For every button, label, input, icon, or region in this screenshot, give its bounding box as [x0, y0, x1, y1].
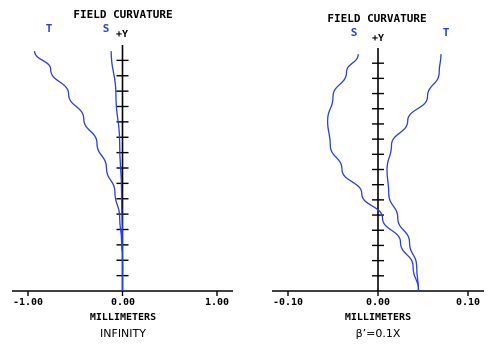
series-line-t — [33, 51, 124, 292]
curves — [33, 51, 124, 292]
x-tick-label: 1.00 — [205, 297, 229, 308]
x-tick-label: -1.00 — [13, 297, 43, 308]
legend-label-t: T — [443, 26, 450, 39]
x-tick-label: 0.10 — [456, 297, 480, 308]
x-tick-label: -0.10 — [273, 297, 303, 308]
x-axis-label: MILLIMETERS — [345, 312, 411, 323]
chart-subtitle: β’=0.1X — [356, 327, 401, 340]
y-axis-label: +Y — [372, 33, 384, 44]
legend-label-s: S — [351, 26, 358, 39]
x-ticks — [27, 291, 218, 296]
legend-label-t: T — [46, 22, 53, 35]
curves — [326, 53, 442, 292]
y-axis-label: +Y — [116, 29, 128, 40]
legend-label-s: S — [103, 22, 110, 35]
x-tick-label: 0.00 — [111, 297, 135, 308]
field-curvature-chart-magnification: FIELD CURVATURE +Y -0.10 0.00 0.10 MILLI… — [272, 12, 484, 340]
x-tick-label: 0.00 — [366, 297, 390, 308]
series-line-t — [386, 54, 442, 292]
chart-subtitle: INFINITY — [100, 327, 146, 340]
chart-title: FIELD CURVATURE — [73, 8, 172, 21]
x-ticks — [287, 291, 469, 296]
x-axis-label: MILLIMETERS — [90, 312, 156, 323]
series-line-s — [326, 53, 420, 292]
y-ticks — [372, 62, 384, 277]
chart-title: FIELD CURVATURE — [327, 12, 426, 25]
series-line-s — [110, 51, 124, 292]
field-curvature-chart-infinity: FIELD CURVATURE +Y -1.00 0.00 1.00 MILLI… — [12, 8, 233, 340]
